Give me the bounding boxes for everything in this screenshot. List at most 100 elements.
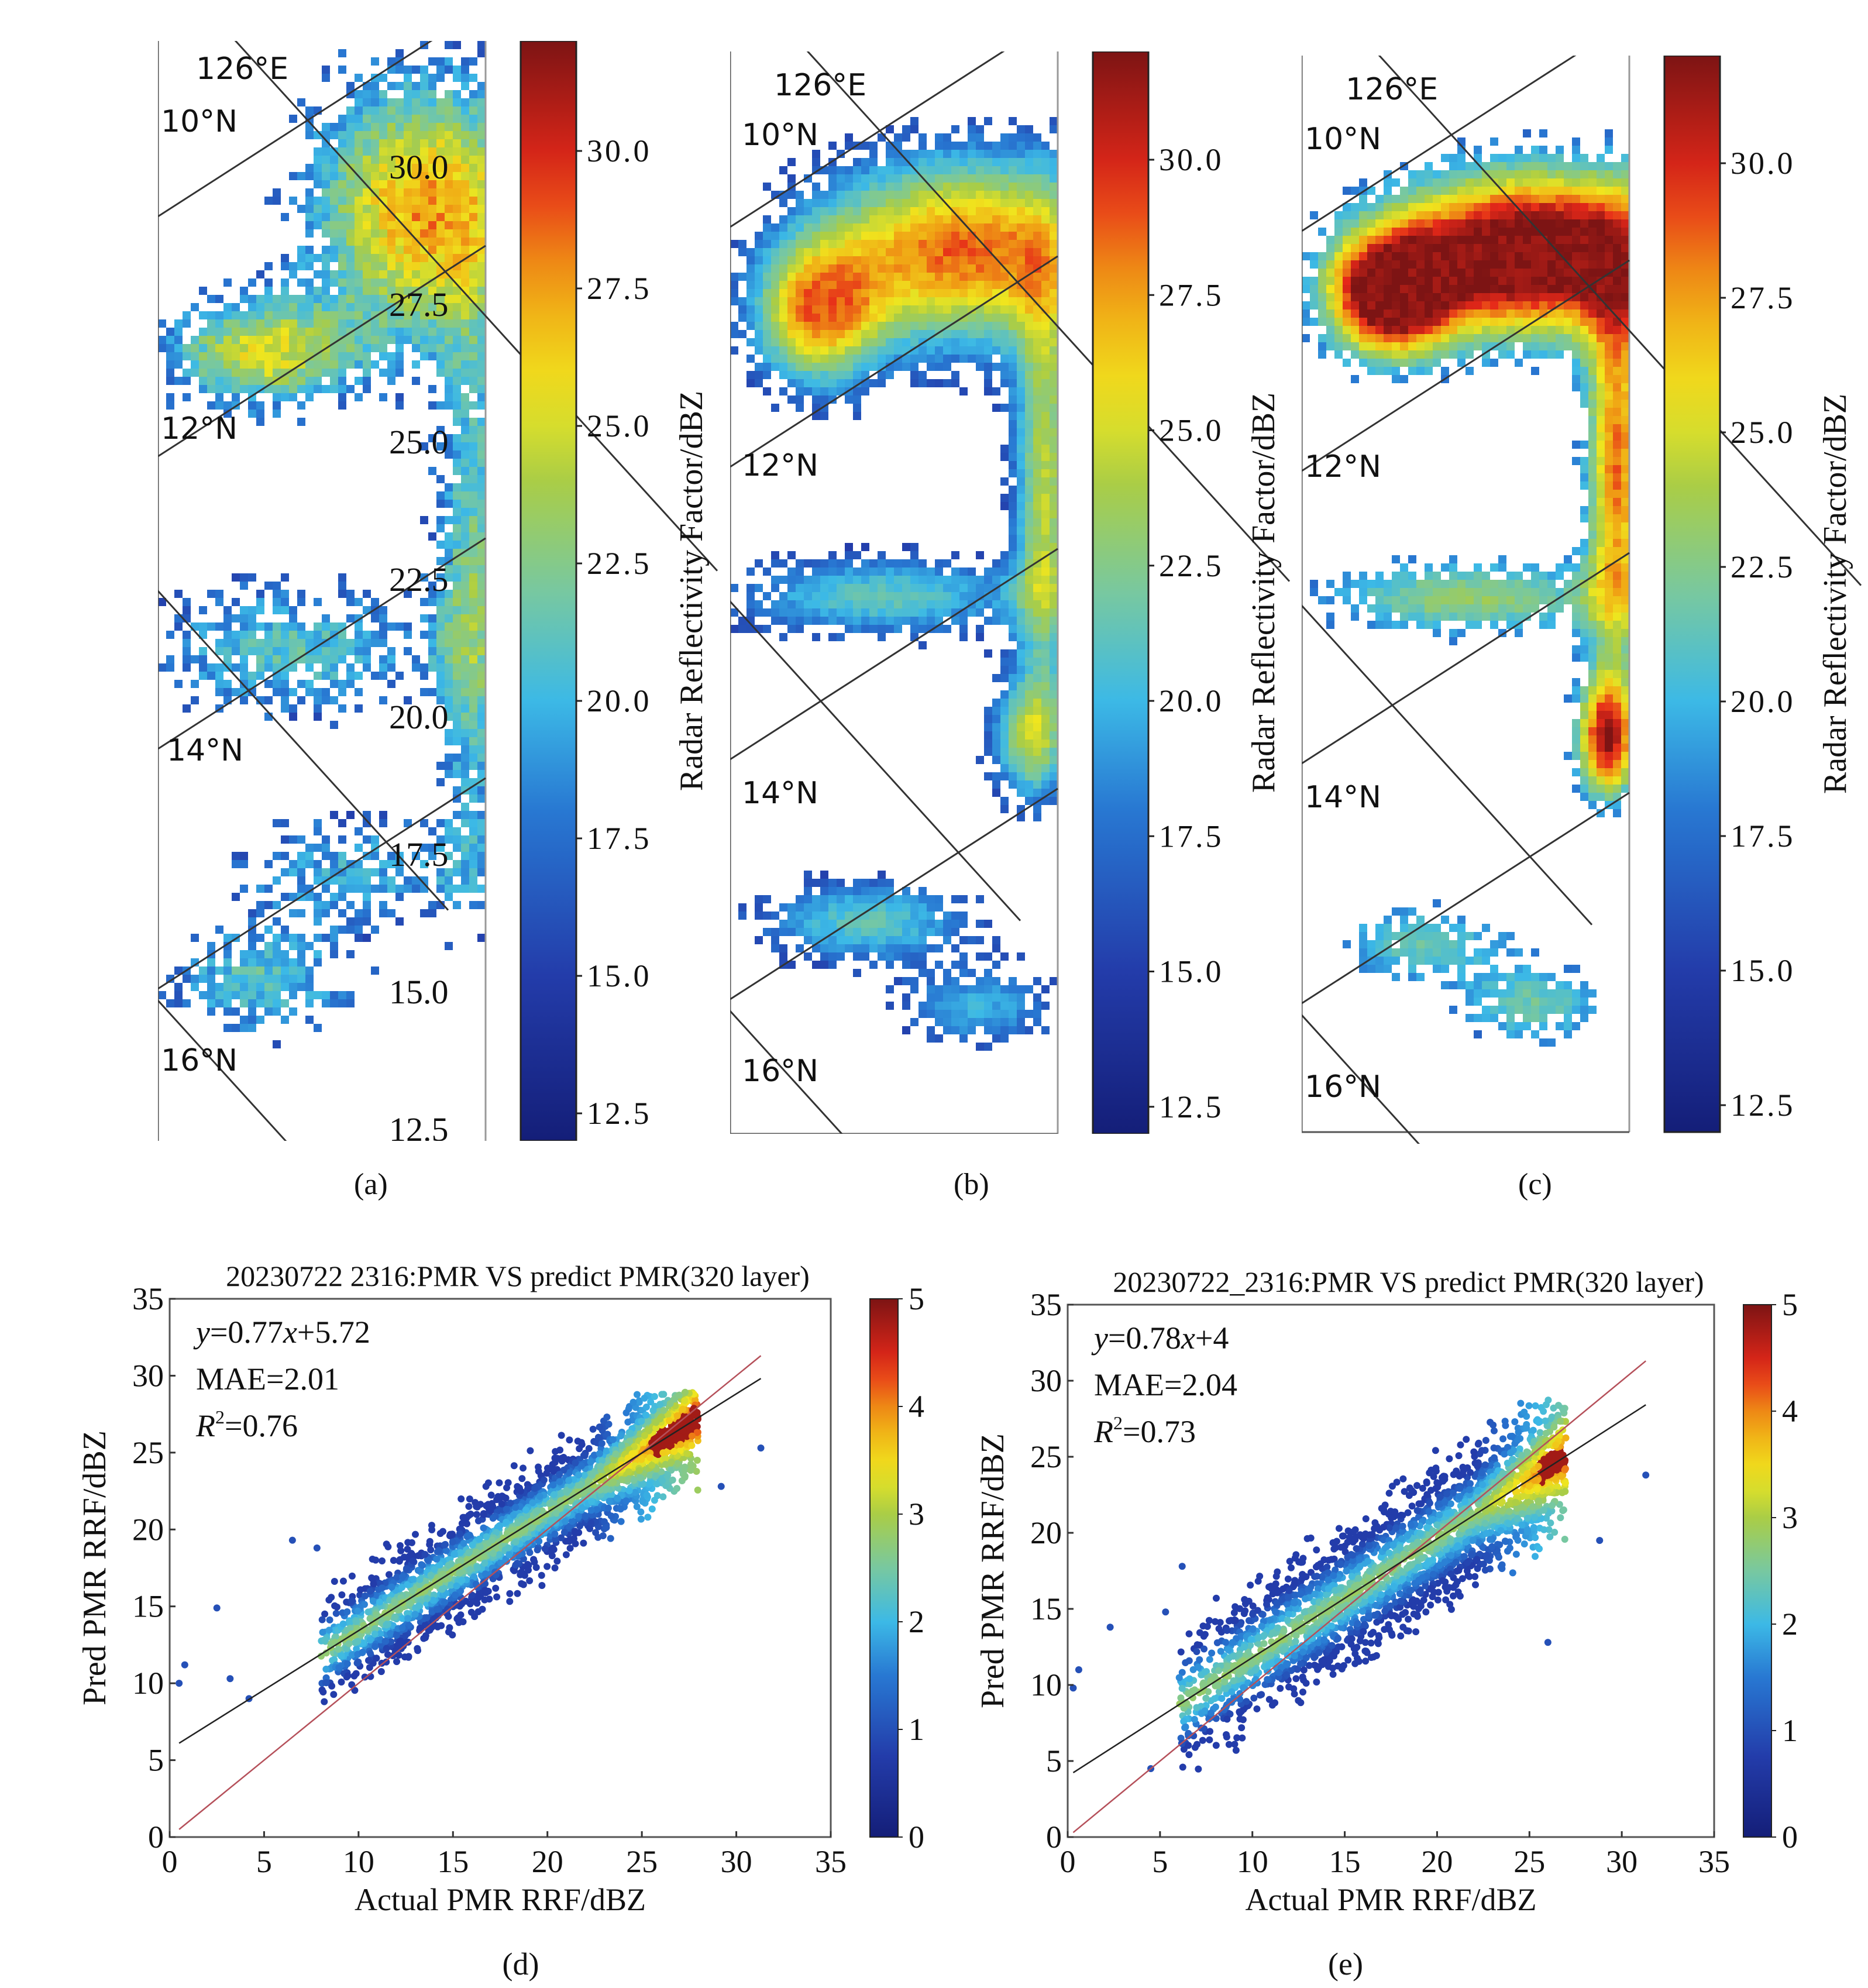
field-cell bbox=[1441, 219, 1449, 228]
field-cell bbox=[428, 74, 436, 82]
field-cell bbox=[436, 663, 445, 672]
field-cell bbox=[804, 895, 812, 903]
field-cell bbox=[771, 240, 779, 248]
field-cell bbox=[886, 166, 894, 174]
field-cell bbox=[273, 967, 281, 975]
field-cell bbox=[191, 336, 199, 344]
field-cell bbox=[1392, 236, 1400, 244]
field-cell bbox=[338, 188, 346, 197]
field-cell bbox=[363, 139, 371, 147]
field-cell bbox=[1490, 301, 1498, 309]
field-cell bbox=[1359, 309, 1367, 318]
field-cell bbox=[371, 319, 379, 328]
field-cell bbox=[894, 166, 902, 174]
field-cell bbox=[436, 598, 445, 606]
field-cell bbox=[869, 379, 878, 387]
field-cell bbox=[1041, 658, 1050, 666]
field-cell bbox=[886, 928, 894, 936]
field-cell bbox=[436, 328, 445, 336]
field-cell bbox=[755, 281, 763, 289]
field-cell bbox=[1556, 236, 1564, 244]
field-cell bbox=[420, 188, 428, 197]
field-cell bbox=[1400, 326, 1408, 334]
field-cell bbox=[207, 319, 215, 328]
field-cell bbox=[387, 270, 395, 278]
field-cell bbox=[1613, 375, 1621, 383]
field-cell bbox=[878, 199, 886, 207]
field-cell bbox=[1025, 543, 1033, 551]
field-cell bbox=[305, 1016, 314, 1024]
field-cell bbox=[1017, 207, 1025, 215]
field-cell bbox=[1613, 367, 1621, 375]
field-cell bbox=[828, 363, 837, 371]
field-cell bbox=[1433, 236, 1441, 244]
field-cell bbox=[477, 147, 486, 156]
field-cell bbox=[273, 688, 281, 696]
field-cell bbox=[469, 197, 477, 205]
field-cell bbox=[845, 543, 853, 551]
field-cell bbox=[1017, 183, 1025, 191]
field-cell bbox=[1621, 154, 1629, 162]
field-cell bbox=[878, 912, 886, 920]
field-cell bbox=[1017, 625, 1025, 633]
field-cell bbox=[281, 696, 289, 704]
field-cell bbox=[379, 655, 387, 663]
field-cell bbox=[1017, 1010, 1025, 1018]
field-cell bbox=[910, 944, 918, 952]
field-cell bbox=[355, 164, 363, 172]
field-cell bbox=[951, 142, 959, 150]
field-cell bbox=[1050, 797, 1058, 805]
colorbar-tick-label: 20.0 bbox=[1159, 683, 1224, 718]
field-cell bbox=[330, 328, 338, 336]
field-cell bbox=[1408, 269, 1416, 277]
field-cell bbox=[199, 360, 207, 369]
field-cell bbox=[861, 314, 869, 322]
field-cell bbox=[256, 369, 264, 377]
field-cell bbox=[1017, 477, 1025, 486]
field-cell bbox=[1367, 244, 1375, 252]
field-cell bbox=[992, 183, 1000, 191]
field-cell bbox=[346, 598, 355, 606]
field-cell bbox=[787, 215, 796, 223]
field-cell bbox=[959, 1010, 968, 1018]
field-cell bbox=[1564, 236, 1572, 244]
field-cell bbox=[1515, 236, 1523, 244]
field-cell bbox=[1482, 195, 1490, 203]
field-cell bbox=[1465, 219, 1474, 228]
field-cell bbox=[730, 273, 738, 281]
field-cell bbox=[322, 147, 330, 156]
field-cell bbox=[878, 223, 886, 232]
field-cell bbox=[820, 395, 828, 404]
field-cell bbox=[886, 215, 894, 223]
field-cell bbox=[853, 322, 861, 330]
field-cell bbox=[387, 123, 395, 131]
field-cell bbox=[845, 355, 853, 363]
field-cell bbox=[1050, 117, 1058, 125]
field-cell bbox=[1523, 195, 1531, 203]
field-cell bbox=[346, 811, 355, 819]
field-cell bbox=[355, 672, 363, 680]
field-cell bbox=[330, 221, 338, 229]
field-cell bbox=[281, 1016, 289, 1024]
field-cell bbox=[379, 336, 387, 344]
field-cell bbox=[1433, 244, 1441, 252]
field-cell bbox=[338, 319, 346, 328]
field-cell bbox=[1515, 170, 1523, 178]
field-cell bbox=[346, 188, 355, 197]
field-cell bbox=[1050, 740, 1058, 748]
field-cell bbox=[1025, 223, 1033, 232]
field-cell bbox=[804, 928, 812, 936]
field-cell bbox=[305, 942, 314, 950]
field-cell bbox=[264, 999, 273, 1007]
field-cell bbox=[183, 647, 191, 655]
field-cell bbox=[314, 311, 322, 319]
field-cell bbox=[779, 387, 787, 395]
field-cell bbox=[445, 360, 453, 369]
field-cell bbox=[853, 232, 861, 240]
field-cell bbox=[461, 868, 469, 876]
field-cell bbox=[796, 903, 804, 912]
field-cell bbox=[976, 993, 984, 1002]
field-cell bbox=[355, 909, 363, 917]
field-cell bbox=[289, 967, 297, 975]
field-cell bbox=[363, 328, 371, 336]
